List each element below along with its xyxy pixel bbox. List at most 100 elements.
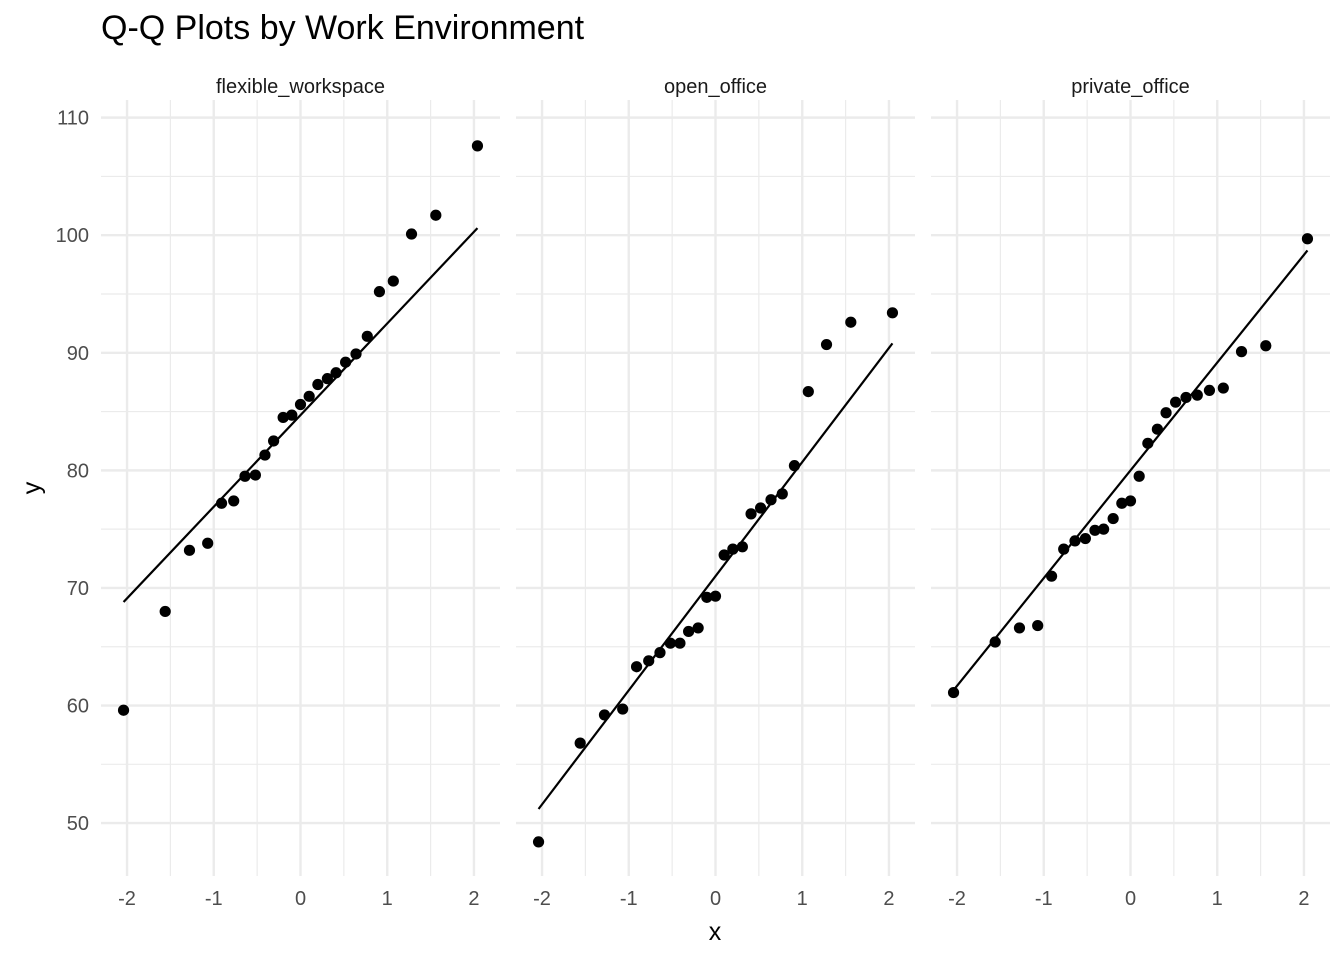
qq-point [1160, 407, 1172, 419]
y-tick-label: 100 [56, 225, 89, 247]
qq-point [373, 286, 386, 298]
qq-point [709, 590, 722, 602]
qq-point [1203, 384, 1216, 397]
qq-point [430, 209, 442, 221]
qq-point [1069, 535, 1081, 547]
qq-point [1217, 382, 1229, 394]
qq-point [1032, 619, 1044, 632]
y-tick-label: 90 [67, 343, 89, 365]
qq-point [1301, 233, 1314, 245]
facet-panel-flexible-workspace: -2 -1 0 1 2 50 60 70 80 90 100 110 flexible_workspac… [56, 76, 500, 910]
qq-point [1170, 396, 1182, 408]
qq-point [239, 470, 251, 482]
qq-point [117, 704, 130, 716]
qq-point [405, 228, 418, 240]
qq-point [643, 655, 655, 667]
x-tick-label: 1 [382, 888, 393, 910]
qq-point [277, 411, 289, 424]
qq-reference-line [952, 249, 1309, 691]
qq-point [340, 356, 352, 368]
qq-point [617, 703, 629, 715]
x-tick-label: 1 [797, 888, 808, 910]
qq-point [820, 338, 833, 351]
qq-point [268, 435, 280, 447]
qq-point [1107, 512, 1119, 525]
qq-point [361, 330, 373, 342]
qq-point [249, 469, 261, 481]
qq-point [630, 661, 643, 673]
qq-point [1058, 543, 1070, 555]
qq-point [1079, 532, 1091, 545]
x-tick-label: 2 [468, 888, 479, 910]
qq-point [989, 636, 1001, 648]
qq-point [654, 647, 666, 659]
qq-point [387, 275, 399, 287]
qq-point [286, 409, 298, 421]
qq-point [202, 537, 214, 549]
qq-point [802, 385, 814, 398]
facet-panels: -2 -1 0 1 25060708090100110flexible_workspac… [56, 76, 1330, 910]
qq-point [692, 622, 704, 634]
y-tick-label: 80 [67, 460, 89, 482]
qq-point [159, 605, 171, 618]
qq-point [321, 373, 333, 385]
facet-strip-label: private_office [1071, 76, 1190, 98]
qq-point [574, 737, 586, 749]
qq-point [683, 625, 695, 638]
facet-panel-private-office: -2 -1 0 1 2 private_office [931, 76, 1330, 910]
qq-point [1013, 622, 1026, 634]
qq-point [259, 449, 271, 461]
qq-point [1133, 470, 1145, 482]
qq-point [886, 307, 899, 319]
qq-point [1260, 340, 1272, 352]
x-tick-label: 2 [1298, 888, 1309, 910]
qq-point [947, 686, 960, 699]
chart-title: Q-Q Plots by Work Environment [101, 9, 585, 47]
x-tick-label: -2 [118, 888, 136, 910]
qq-point [1116, 497, 1128, 509]
qq-point [1191, 389, 1203, 401]
x-tick-label: 0 [710, 888, 721, 910]
qq-point [532, 836, 545, 848]
qq-point [215, 497, 228, 509]
x-tick-label: 0 [1125, 888, 1136, 910]
qq-point [598, 709, 611, 721]
qq-reference-line [537, 342, 894, 810]
qq-point [350, 348, 362, 360]
qq-point [1142, 437, 1154, 449]
x-tick-label: -2 [533, 888, 551, 910]
qq-point [1180, 391, 1192, 404]
facet-panel-open-office: -2 -1 0 1 2 open_office [516, 76, 915, 910]
y-tick-label: 50 [67, 813, 89, 835]
facet-strip-label: flexible_workspace [216, 76, 385, 98]
qq-point [755, 502, 767, 514]
x-axis-label: x [709, 918, 722, 946]
qq-point [294, 398, 307, 411]
x-tick-label: -2 [948, 888, 966, 910]
x-tick-label: -1 [1035, 888, 1053, 910]
qq-point [776, 488, 788, 500]
facet-strip-label: open_office [664, 76, 767, 98]
x-tick-label: -1 [205, 888, 223, 910]
qq-point [330, 367, 342, 379]
qq-point [1045, 570, 1058, 582]
qq-point [745, 508, 757, 520]
x-tick-label: 0 [295, 888, 306, 910]
qq-point [674, 637, 686, 649]
qq-reference-line [122, 227, 479, 603]
qq-point [664, 637, 676, 649]
qq-point [183, 544, 196, 556]
x-tick-label: 1 [1212, 888, 1223, 910]
qq-point [303, 390, 315, 402]
y-tick-label: 60 [67, 696, 89, 718]
y-axis-label: y [18, 481, 46, 494]
qq-point [1089, 524, 1101, 536]
qq-point [845, 316, 857, 328]
qq-point [1235, 346, 1248, 358]
qq-point [1124, 495, 1137, 507]
qq-point [718, 549, 730, 561]
qq-point [736, 541, 748, 553]
qq-point [701, 591, 713, 603]
qq-point [1098, 523, 1110, 535]
